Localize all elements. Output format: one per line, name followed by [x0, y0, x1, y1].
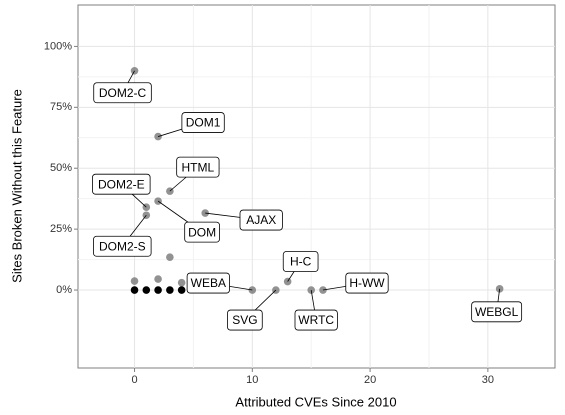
label-box [227, 309, 263, 331]
point-label: DOM2-C [99, 86, 147, 100]
point [166, 286, 174, 294]
y-tick-label: 75% [50, 101, 72, 113]
point-label: H-WW [349, 276, 385, 290]
point-label: WEBA [191, 276, 226, 290]
point [130, 277, 139, 285]
point-label: SVG [232, 313, 257, 327]
label-box [184, 221, 220, 243]
point-label: H-C [290, 255, 312, 269]
point [142, 286, 151, 294]
label-box [345, 272, 389, 294]
y-tick-label: 25% [50, 223, 72, 235]
point-label: WEBGL [475, 305, 519, 319]
label-box [93, 235, 152, 257]
point [130, 286, 139, 294]
point [154, 275, 162, 283]
x-tick-label: 20 [364, 374, 376, 386]
point-label: DOM2-S [99, 239, 146, 253]
label-box [282, 251, 319, 272]
point [177, 278, 186, 287]
point-label: HTML [182, 160, 215, 174]
label-box [186, 272, 230, 294]
label-box [294, 309, 338, 331]
label-box [92, 173, 151, 195]
x-tick-label: 30 [482, 374, 494, 386]
point [177, 286, 186, 294]
point [130, 66, 139, 75]
point-label: DOM [188, 225, 216, 239]
x-tick-label: 10 [246, 374, 258, 386]
label-box [93, 82, 152, 104]
point [495, 285, 504, 293]
point-label: AJAX [246, 213, 276, 227]
y-tick-label: 100% [44, 40, 72, 52]
y-tick-label: 50% [50, 162, 72, 174]
point [154, 286, 162, 294]
label-box [181, 112, 225, 133]
point-label: DOM1 [186, 116, 221, 130]
point-label: WRTC [298, 313, 334, 327]
point [166, 253, 174, 261]
label-box [471, 301, 523, 323]
point-label: DOM2-E [98, 177, 145, 191]
y-tick-label: 0% [56, 284, 72, 296]
grid [78, 5, 555, 368]
x-tick-label: 0 [131, 374, 137, 386]
x-axis-title: Attributed CVEs Since 2010 [235, 394, 396, 409]
label-box [239, 209, 283, 231]
label-box [176, 156, 220, 178]
y-axis-title: Sites Broken Without this Feature [9, 89, 24, 283]
